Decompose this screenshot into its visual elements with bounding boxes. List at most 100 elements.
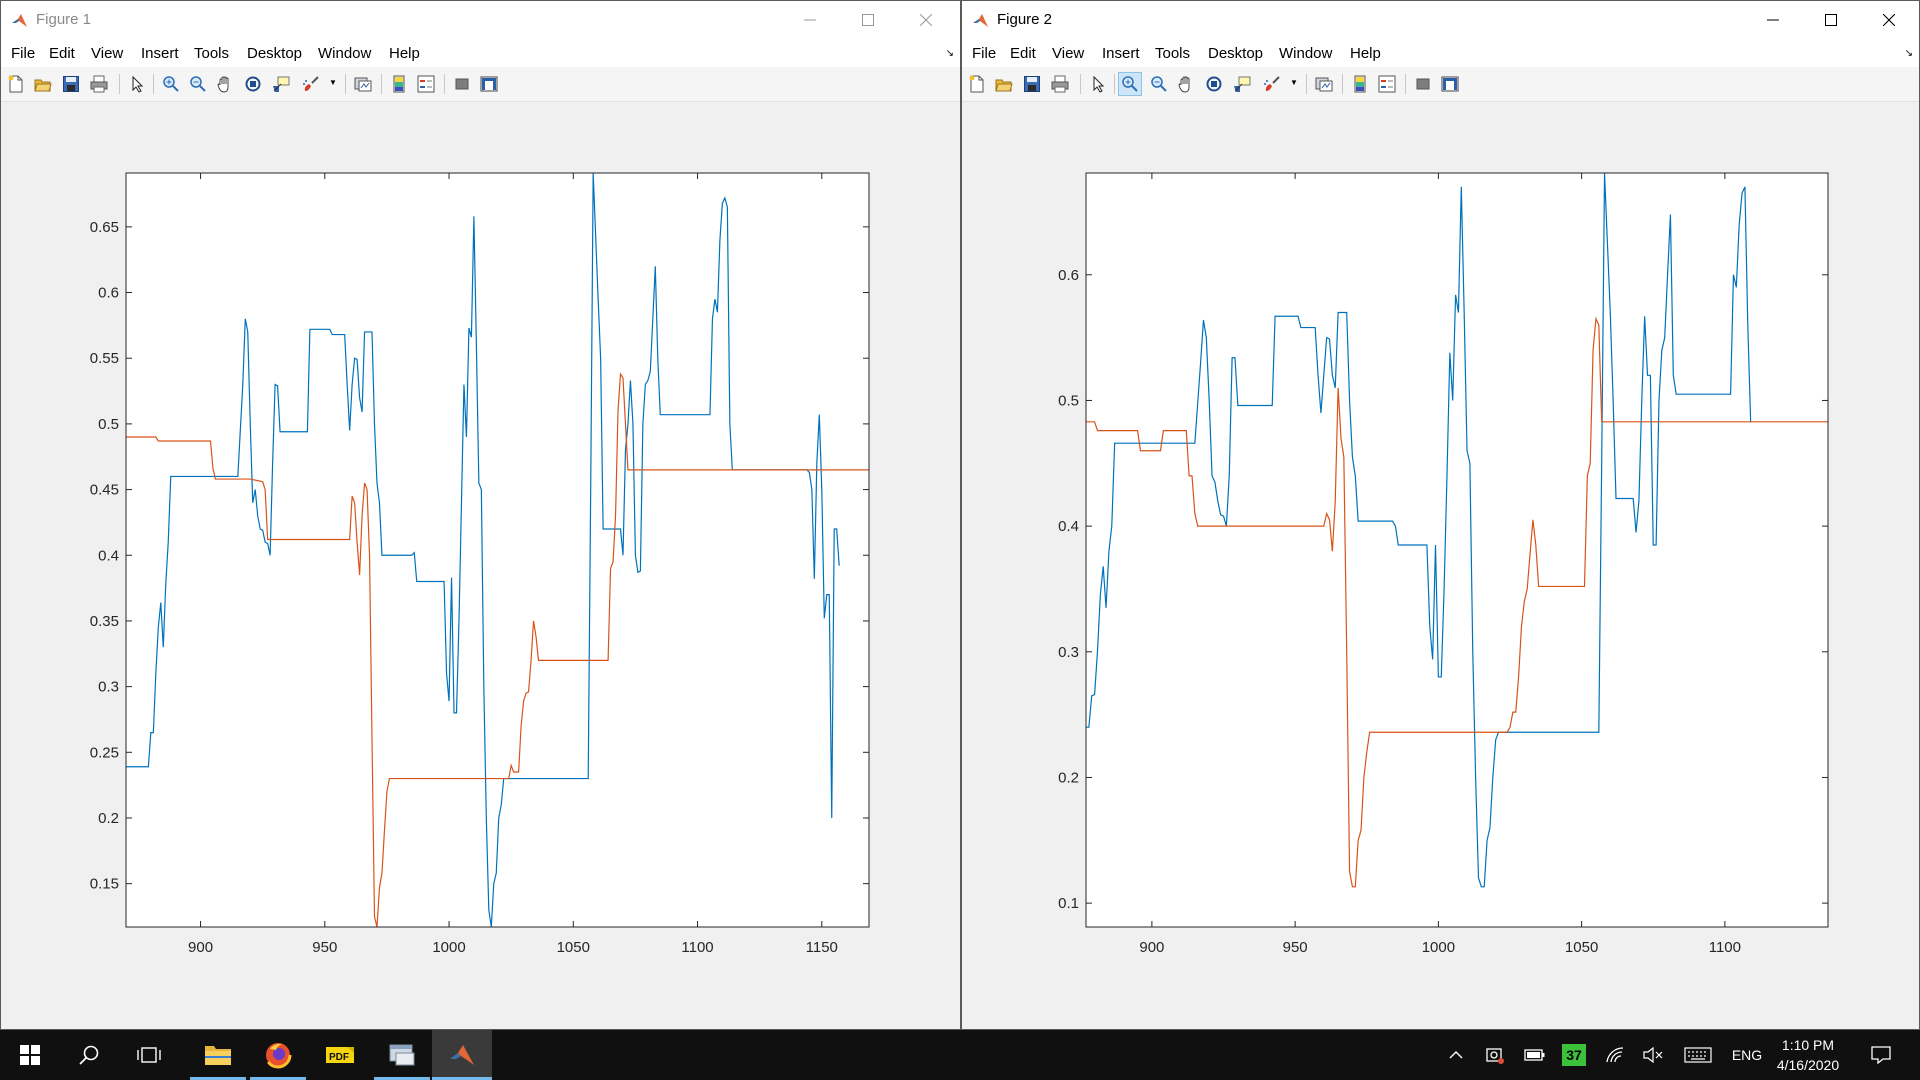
brush-button[interactable] bbox=[299, 72, 323, 96]
menu-edit[interactable]: Edit bbox=[47, 45, 77, 63]
edit-plot-button[interactable] bbox=[125, 72, 149, 96]
pdf-reader-button[interactable]: PDF bbox=[312, 1030, 368, 1080]
menu-desktop[interactable]: Desktop bbox=[245, 45, 304, 63]
close-button[interactable] bbox=[1860, 1, 1918, 39]
folder-open-icon bbox=[995, 75, 1013, 93]
menu-insert[interactable]: Insert bbox=[139, 45, 181, 63]
toolbar-separator bbox=[1405, 74, 1406, 94]
link-plot-button[interactable] bbox=[1312, 72, 1336, 96]
show-plot-tools-button[interactable] bbox=[1438, 72, 1462, 96]
figure-window-1: Figure 1 File Edit View Insert Tools Des… bbox=[0, 0, 961, 1030]
data-cursor-button[interactable] bbox=[269, 72, 293, 96]
clock-time: 1:10 PM bbox=[1760, 1035, 1856, 1055]
save-button[interactable] bbox=[1020, 72, 1044, 96]
matlab-taskbar-button[interactable] bbox=[432, 1030, 492, 1080]
plot-area[interactable] bbox=[126, 173, 869, 927]
menu-help[interactable]: Help bbox=[1348, 45, 1383, 63]
chevron-up-icon bbox=[1449, 1050, 1463, 1060]
zoom-out-button[interactable] bbox=[1147, 72, 1171, 96]
legend-button[interactable] bbox=[414, 72, 438, 96]
show-hidden-icons-button[interactable] bbox=[1444, 1044, 1468, 1066]
minimize-button[interactable] bbox=[781, 1, 839, 39]
menu-desktop[interactable]: Desktop bbox=[1206, 45, 1265, 63]
pan-button[interactable] bbox=[1174, 72, 1198, 96]
brush-button[interactable] bbox=[1260, 72, 1284, 96]
action-center-button[interactable] bbox=[1866, 1044, 1896, 1066]
print-button[interactable] bbox=[87, 72, 111, 96]
x-tick-label: 1150 bbox=[806, 939, 838, 956]
dock-figure-icon[interactable]: ↘ bbox=[946, 48, 954, 59]
zoom-out-button[interactable] bbox=[186, 72, 210, 96]
open-file-button[interactable] bbox=[31, 72, 55, 96]
show-tools-icon bbox=[480, 75, 498, 93]
menu-file[interactable]: File bbox=[970, 45, 998, 63]
minimize-button[interactable] bbox=[1744, 1, 1802, 39]
y-tick-label: 0.35 bbox=[90, 613, 119, 630]
pan-hand-icon bbox=[216, 75, 234, 93]
battery-tray-button[interactable] bbox=[1522, 1044, 1548, 1066]
pan-button[interactable] bbox=[213, 72, 237, 96]
volume-tray-button[interactable] bbox=[1640, 1044, 1666, 1066]
new-figure-button[interactable] bbox=[4, 72, 28, 96]
show-plot-tools-button[interactable] bbox=[477, 72, 501, 96]
zoom-in-button[interactable] bbox=[159, 72, 183, 96]
plot-area[interactable] bbox=[1086, 173, 1828, 927]
x-tick-label: 1050 bbox=[557, 939, 590, 956]
rotate-3d-button[interactable] bbox=[1202, 72, 1226, 96]
save-button[interactable] bbox=[59, 72, 83, 96]
x-tick-label: 1000 bbox=[432, 939, 465, 956]
app-button[interactable] bbox=[374, 1030, 430, 1080]
clock[interactable]: 1:10 PM 4/16/2020 bbox=[1760, 1035, 1856, 1075]
open-file-button[interactable] bbox=[992, 72, 1016, 96]
dock-figure-icon[interactable]: ↘ bbox=[1905, 48, 1913, 59]
firefox-button[interactable] bbox=[250, 1030, 306, 1080]
search-button[interactable] bbox=[60, 1030, 118, 1080]
app-window-icon bbox=[388, 1042, 416, 1068]
tray-app-button[interactable] bbox=[1482, 1044, 1508, 1066]
menu-view[interactable]: View bbox=[89, 45, 125, 63]
rotate-3d-button[interactable] bbox=[241, 72, 265, 96]
y-tick-label: 0.2 bbox=[1058, 769, 1079, 786]
temperature-badge[interactable]: 37 bbox=[1562, 1044, 1586, 1066]
new-figure-button[interactable] bbox=[965, 72, 989, 96]
menu-window[interactable]: Window bbox=[1277, 45, 1334, 63]
maximize-button[interactable] bbox=[839, 1, 897, 39]
pointer-arrow-icon bbox=[128, 75, 146, 93]
print-button[interactable] bbox=[1048, 72, 1072, 96]
menu-insert[interactable]: Insert bbox=[1100, 45, 1142, 63]
link-plot-button[interactable] bbox=[351, 72, 375, 96]
title-bar[interactable]: Figure 2 bbox=[962, 1, 1919, 39]
touch-keyboard-button[interactable] bbox=[1682, 1044, 1714, 1066]
brush-dropdown-icon[interactable]: ▼ bbox=[1290, 78, 1298, 87]
menu-tools[interactable]: Tools bbox=[1153, 45, 1192, 63]
menu-tools[interactable]: Tools bbox=[192, 45, 231, 63]
close-button[interactable] bbox=[897, 1, 955, 39]
menu-edit[interactable]: Edit bbox=[1008, 45, 1038, 63]
edit-plot-button[interactable] bbox=[1086, 72, 1110, 96]
zoom-in-button[interactable] bbox=[1118, 72, 1142, 96]
title-bar[interactable]: Figure 1 bbox=[1, 1, 960, 39]
colorbar-button[interactable] bbox=[1348, 72, 1372, 96]
figure-canvas[interactable]: 900 950 1000 1050 1100 0.1 0.2 0.3 0.4 0.5 0.6 bbox=[962, 101, 1920, 1030]
maximize-button[interactable] bbox=[1802, 1, 1860, 39]
menu-help[interactable]: Help bbox=[387, 45, 422, 63]
file-explorer-button[interactable] bbox=[190, 1030, 246, 1080]
menu-window[interactable]: Window bbox=[316, 45, 373, 63]
colorbar-button[interactable] bbox=[387, 72, 411, 96]
brush-dropdown-icon[interactable]: ▼ bbox=[329, 78, 337, 87]
network-tray-button[interactable] bbox=[1602, 1044, 1628, 1066]
menu-view[interactable]: View bbox=[1050, 45, 1086, 63]
data-cursor-icon bbox=[272, 75, 290, 93]
hide-plot-tools-button[interactable] bbox=[1411, 72, 1435, 96]
x-tick-label: 1100 bbox=[681, 939, 713, 956]
figure-canvas[interactable]: 900 950 1000 1050 1100 1150 0.15 0.2 0.25 0.3 0.35… bbox=[1, 101, 961, 1030]
hide-plot-tools-button[interactable] bbox=[450, 72, 474, 96]
link-plot-icon bbox=[354, 75, 372, 93]
colorbar-icon bbox=[1351, 75, 1369, 93]
start-button[interactable] bbox=[0, 1030, 60, 1080]
task-view-button[interactable] bbox=[120, 1030, 178, 1080]
legend-button[interactable] bbox=[1375, 72, 1399, 96]
menu-file[interactable]: File bbox=[9, 45, 37, 63]
data-cursor-button[interactable] bbox=[1230, 72, 1254, 96]
menu-bar: File Edit View Insert Tools Desktop Wind… bbox=[1, 39, 960, 67]
